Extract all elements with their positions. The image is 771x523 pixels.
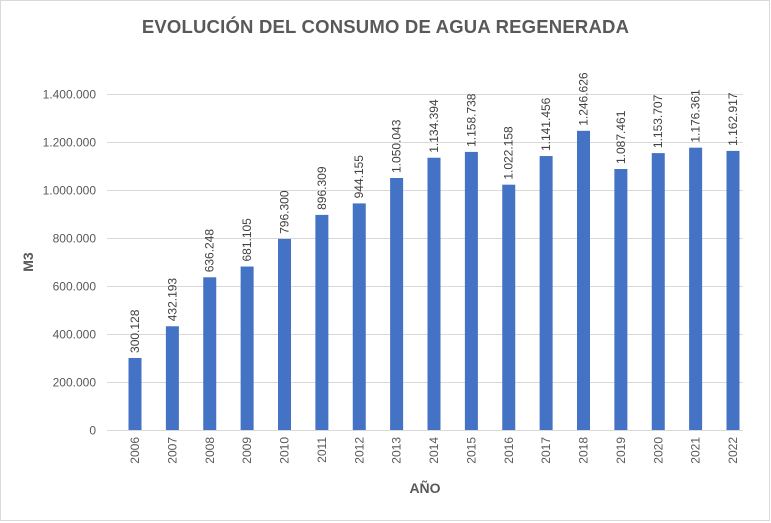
bar [128, 357, 142, 430]
data-label: 300.128 [128, 309, 142, 353]
y-tick-label: 200.000 [53, 376, 97, 390]
y-tick-label: 400.000 [53, 328, 97, 342]
bar [502, 184, 516, 430]
bars [128, 130, 740, 431]
bar [240, 266, 254, 430]
x-tick-label: 2007 [165, 437, 179, 464]
x-tick-label: 2015 [464, 437, 478, 464]
bar [614, 169, 628, 431]
chart-title: EVOLUCIÓN DEL CONSUMO DE AGUA REGENERADA [141, 16, 630, 37]
bar [315, 214, 329, 430]
data-label: 636.248 [203, 229, 217, 273]
data-label: 1.162.917 [726, 92, 740, 146]
x-tick-label: 2022 [726, 437, 740, 464]
data-label: 1.022.158 [502, 126, 516, 180]
bar [390, 177, 404, 430]
data-label: 1.134.394 [427, 99, 441, 153]
bar [352, 203, 366, 430]
y-tick-label: 0 [89, 424, 96, 438]
data-label: 796.300 [278, 190, 292, 234]
x-tick-label: 2019 [614, 437, 628, 464]
data-label: 944.155 [352, 155, 366, 199]
bar [651, 153, 665, 430]
bar [539, 156, 553, 431]
x-tick-label: 2013 [390, 437, 404, 464]
data-label: 1.176.361 [689, 89, 703, 143]
x-tick-label: 2010 [278, 437, 292, 464]
data-label: 896.309 [315, 166, 329, 210]
bar [427, 157, 441, 431]
x-tick-label: 2012 [352, 437, 366, 464]
x-tick-label: 2017 [539, 437, 553, 464]
x-tick-label: 2006 [128, 437, 142, 464]
bar [464, 151, 478, 430]
data-labels: 300.128 432.193 636.248 681.105 796.300 896.3… [128, 72, 740, 353]
y-tick-label: 1.200.000 [43, 136, 97, 150]
x-tick-label: 2018 [577, 437, 591, 464]
x-axis-ticks: 2006 2007 2008 2009 2010 2011 2012 2013 2014 2015… [128, 437, 740, 464]
data-label: 1.087.461 [614, 110, 628, 164]
bar [726, 150, 740, 431]
x-tick-label: 2008 [203, 437, 217, 464]
bar [278, 238, 291, 430]
bar [689, 147, 703, 431]
x-tick-label: 2020 [651, 437, 665, 464]
x-tick-label: 2011 [315, 437, 329, 463]
data-label: 1.246.626 [577, 72, 591, 126]
bar [203, 277, 217, 430]
y-tick-label: 1.000.000 [43, 184, 97, 198]
data-label: 1.153.707 [651, 94, 665, 148]
bar [165, 326, 179, 430]
x-tick-label: 2016 [502, 437, 516, 464]
data-label: 681.105 [240, 218, 254, 262]
x-tick-label: 2014 [427, 437, 441, 464]
x-tick-label: 2009 [240, 437, 254, 464]
y-tick-label: 800.000 [53, 232, 97, 246]
data-label: 1.050.043 [390, 119, 404, 173]
bar [577, 130, 590, 430]
y-tick-label: 600.000 [53, 280, 97, 294]
data-label: 432.193 [165, 278, 179, 322]
data-label: 1.141.456 [539, 97, 553, 151]
y-axis-ticks: 0 200.000 400.000 600.000 800.000 1.000.000 1.… [43, 88, 97, 438]
x-axis-title: AÑO [409, 480, 441, 496]
y-tick-label: 1.400.000 [43, 88, 97, 102]
data-label: 1.158.738 [464, 93, 478, 147]
x-tick-label: 2021 [689, 437, 703, 464]
